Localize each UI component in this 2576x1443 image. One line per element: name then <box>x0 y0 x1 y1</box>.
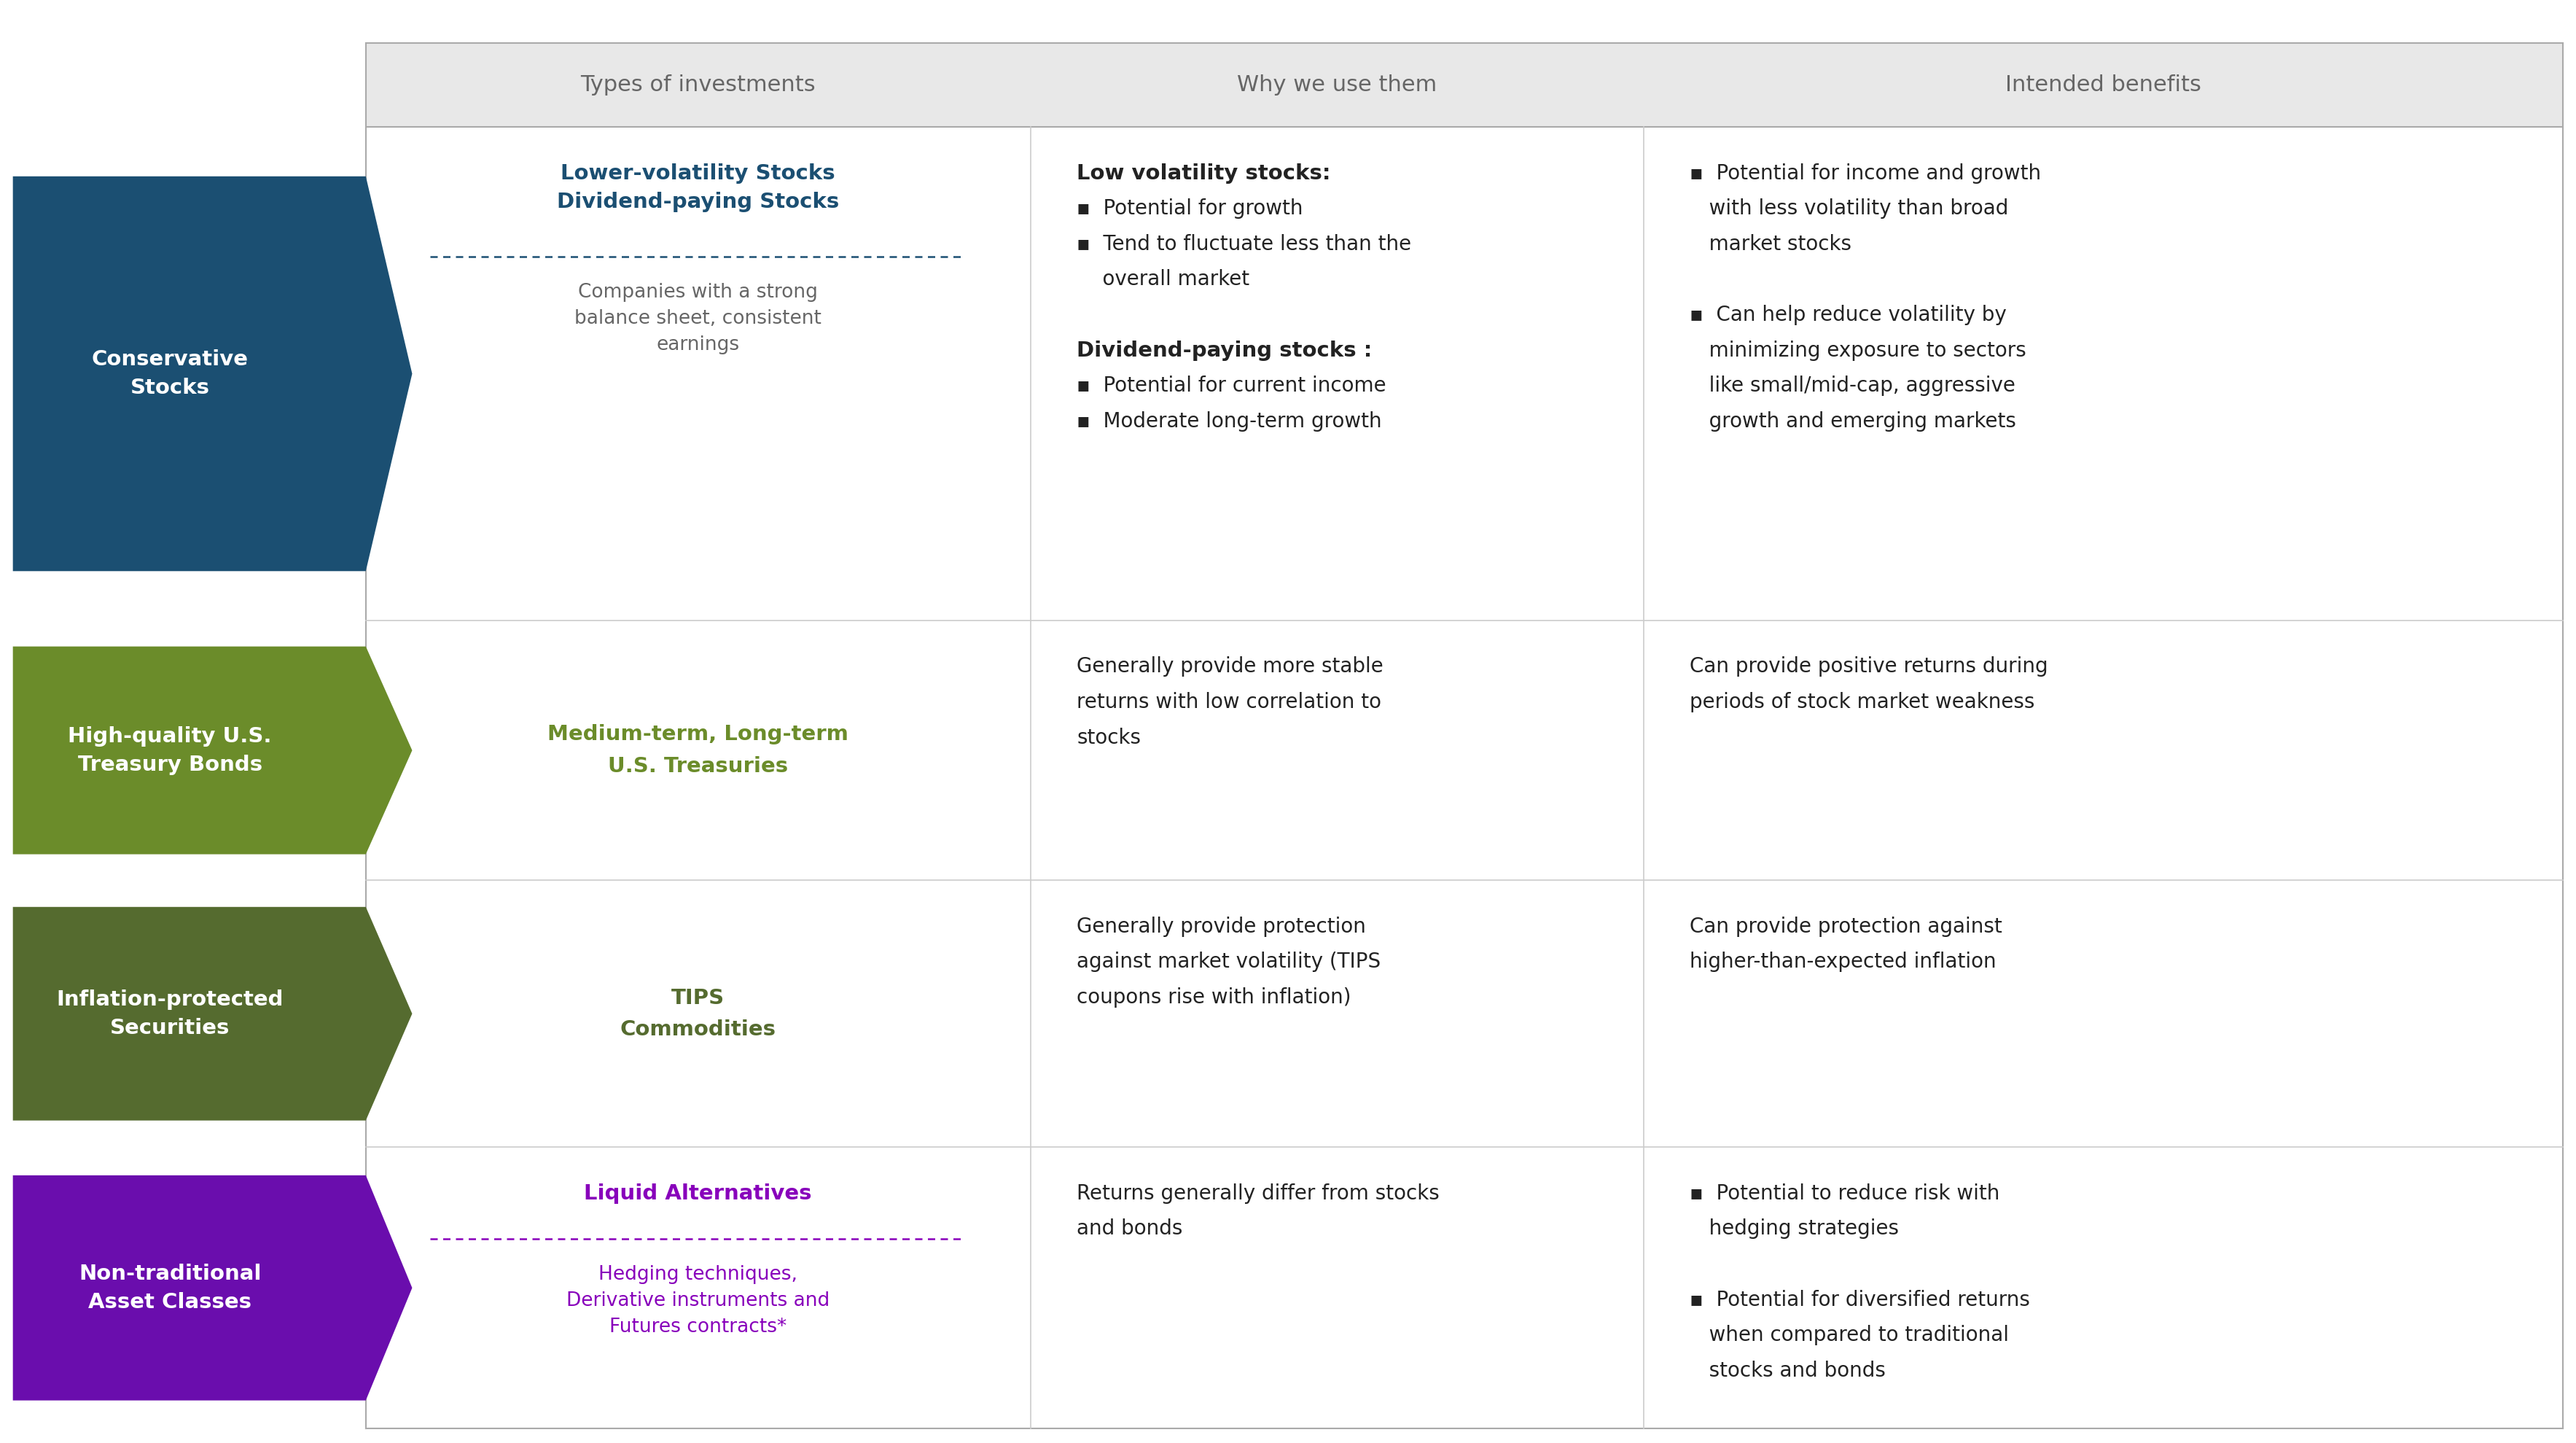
Text: Low volatility stocks:: Low volatility stocks: <box>1077 163 1332 183</box>
Text: Generally provide protection: Generally provide protection <box>1077 916 1365 937</box>
Text: Liquid Alternatives: Liquid Alternatives <box>585 1183 811 1203</box>
Text: periods of stock market weakness: periods of stock market weakness <box>1690 693 2035 713</box>
Text: higher-than-expected inflation: higher-than-expected inflation <box>1690 952 1996 973</box>
Text: Returns generally differ from stocks: Returns generally differ from stocks <box>1077 1183 1440 1203</box>
Text: Can provide positive returns during: Can provide positive returns during <box>1690 657 2048 677</box>
Text: hedging strategies: hedging strategies <box>1690 1219 1899 1240</box>
Polygon shape <box>13 176 412 571</box>
Text: ▪  Potential for income and growth: ▪ Potential for income and growth <box>1690 163 2040 183</box>
Text: Medium-term, Long-term
U.S. Treasuries: Medium-term, Long-term U.S. Treasuries <box>549 724 848 776</box>
Text: returns with low correlation to: returns with low correlation to <box>1077 693 1381 713</box>
Text: Lower-volatility Stocks
Dividend-paying Stocks: Lower-volatility Stocks Dividend-paying … <box>556 163 840 212</box>
Text: ▪  Can help reduce volatility by: ▪ Can help reduce volatility by <box>1690 304 2007 325</box>
Text: stocks and bonds: stocks and bonds <box>1690 1361 1886 1381</box>
Text: minimizing exposure to sectors: minimizing exposure to sectors <box>1690 341 2027 361</box>
Text: ▪  Moderate long-term growth: ▪ Moderate long-term growth <box>1077 411 1381 431</box>
Text: with less volatility than broad: with less volatility than broad <box>1690 199 2009 219</box>
Text: TIPS
Commodities: TIPS Commodities <box>621 987 775 1040</box>
Text: Conservative
Stocks: Conservative Stocks <box>93 349 247 398</box>
Text: and bonds: and bonds <box>1077 1219 1182 1240</box>
Text: Companies with a strong
balance sheet, consistent
earnings: Companies with a strong balance sheet, c… <box>574 283 822 355</box>
Text: market stocks: market stocks <box>1690 234 1852 254</box>
Text: Why we use them: Why we use them <box>1236 75 1437 95</box>
Text: High-quality U.S.
Treasury Bonds: High-quality U.S. Treasury Bonds <box>67 726 273 775</box>
Text: Intended benefits: Intended benefits <box>2004 75 2202 95</box>
Text: Can provide protection against: Can provide protection against <box>1690 916 2002 937</box>
Text: like small/mid-cap, aggressive: like small/mid-cap, aggressive <box>1690 375 2014 397</box>
Text: ▪  Potential for growth: ▪ Potential for growth <box>1077 199 1303 219</box>
Text: ▪  Potential for current income: ▪ Potential for current income <box>1077 375 1386 397</box>
Text: against market volatility (TIPS: against market volatility (TIPS <box>1077 952 1381 973</box>
Text: ▪  Potential for diversified returns: ▪ Potential for diversified returns <box>1690 1290 2030 1310</box>
Text: Non-traditional
Asset Classes: Non-traditional Asset Classes <box>80 1264 260 1312</box>
Bar <box>366 43 2563 127</box>
Text: growth and emerging markets: growth and emerging markets <box>1690 411 2017 431</box>
Text: ▪  Potential to reduce risk with: ▪ Potential to reduce risk with <box>1690 1183 1999 1203</box>
Text: overall market: overall market <box>1077 270 1249 290</box>
Text: Hedging techniques,
Derivative instruments and
Futures contracts*: Hedging techniques, Derivative instrumen… <box>567 1266 829 1336</box>
Polygon shape <box>13 646 412 854</box>
Text: coupons rise with inflation): coupons rise with inflation) <box>1077 987 1352 1007</box>
Text: ▪  Tend to fluctuate less than the: ▪ Tend to fluctuate less than the <box>1077 234 1412 254</box>
Polygon shape <box>13 908 412 1120</box>
Text: stocks: stocks <box>1077 727 1141 747</box>
Text: when compared to traditional: when compared to traditional <box>1690 1325 2009 1345</box>
Text: Inflation-protected
Securities: Inflation-protected Securities <box>57 990 283 1038</box>
Text: Dividend-paying stocks :: Dividend-paying stocks : <box>1077 341 1373 361</box>
Text: Generally provide more stable: Generally provide more stable <box>1077 657 1383 677</box>
Text: Types of investments: Types of investments <box>580 75 817 95</box>
Polygon shape <box>13 1175 412 1400</box>
